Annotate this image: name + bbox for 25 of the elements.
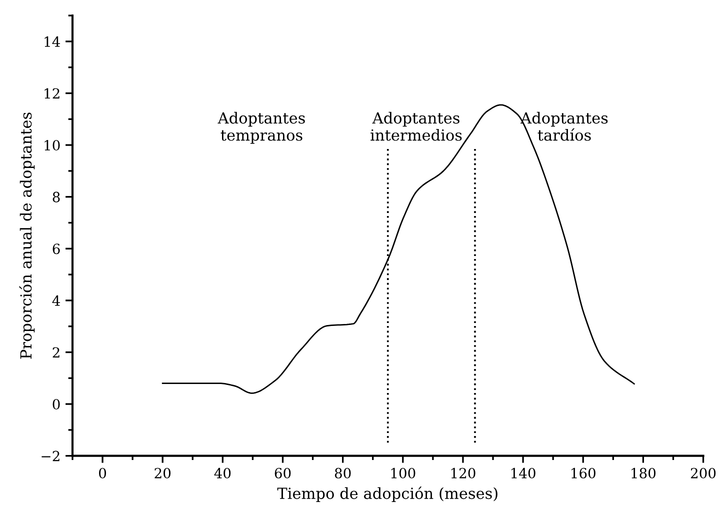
x-tick-label: 20 (154, 468, 171, 478)
x-tick-label: 200 (690, 468, 716, 478)
x-tick-label: 180 (632, 468, 656, 478)
x-tick-label: 100 (391, 468, 416, 478)
y-tick-label: 12 (44, 88, 60, 99)
y-tick-label: 2 (52, 347, 60, 358)
y-tick-label: 10 (44, 140, 60, 151)
x-tick-label: 60 (274, 468, 291, 478)
x-tick-label: 120 (451, 468, 476, 478)
x-tick-label: 160 (572, 468, 596, 478)
annotation: Adoptantes tardíos (520, 112, 608, 141)
annotation: Adoptantes tempranos (218, 112, 305, 144)
y-tick-label: 0 (52, 399, 60, 410)
y-axis-title: Proporción anual de adoptantes (19, 112, 35, 359)
x-axis-title: Tiempo de adopción (meses) (277, 486, 498, 502)
y-tick-label: 14 (44, 36, 60, 47)
y-tick-label: 4 (52, 295, 60, 306)
y-tick-label: 6 (52, 244, 60, 254)
x-tick-label: 80 (334, 468, 351, 478)
x-tick-label: 0 (99, 468, 106, 478)
annotation: Adoptantes intermedios (370, 112, 462, 141)
y-tick-label: 8 (52, 192, 60, 202)
x-tick-label: 40 (214, 468, 231, 478)
x-tick-label: 140 (511, 468, 536, 478)
y-tick-label: −2 (42, 450, 60, 462)
